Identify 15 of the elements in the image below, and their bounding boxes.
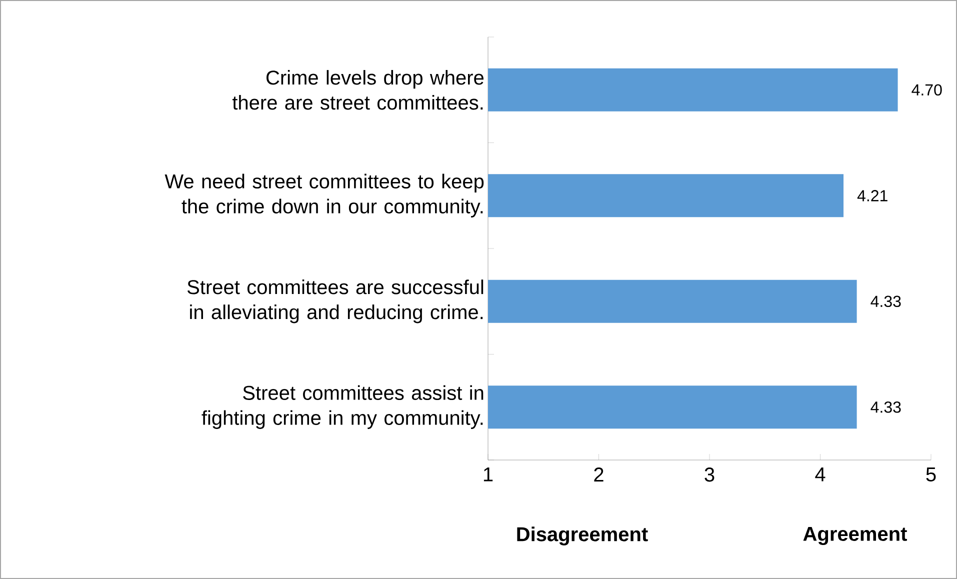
y-tick-label: Street committees assist in fighting crime in my community.	[202, 385, 484, 429]
text: Agreement	[803, 527, 907, 545]
x-tick-label: 4	[815, 468, 826, 482]
x-tick-label: 3	[704, 468, 714, 482]
text: Disagreement	[517, 526, 648, 546]
y-tick-label: Street committees are successful in alleviating and reducing crime.	[187, 280, 484, 324]
y-tick-label: We need street committees to keep the crime down in our community.	[164, 174, 484, 218]
data-label: 4.33	[870, 401, 901, 413]
y-tick-label: Crime levels drop where there are street committees.	[232, 70, 484, 110]
data-label: 4.33	[870, 296, 901, 308]
x-tick-label: 1	[484, 468, 493, 482]
x-tick-label: 2	[594, 468, 604, 482]
data-label: 4.21	[857, 190, 888, 202]
x-tick-label: 5	[926, 468, 936, 482]
data-label: 4.70	[912, 84, 942, 96]
